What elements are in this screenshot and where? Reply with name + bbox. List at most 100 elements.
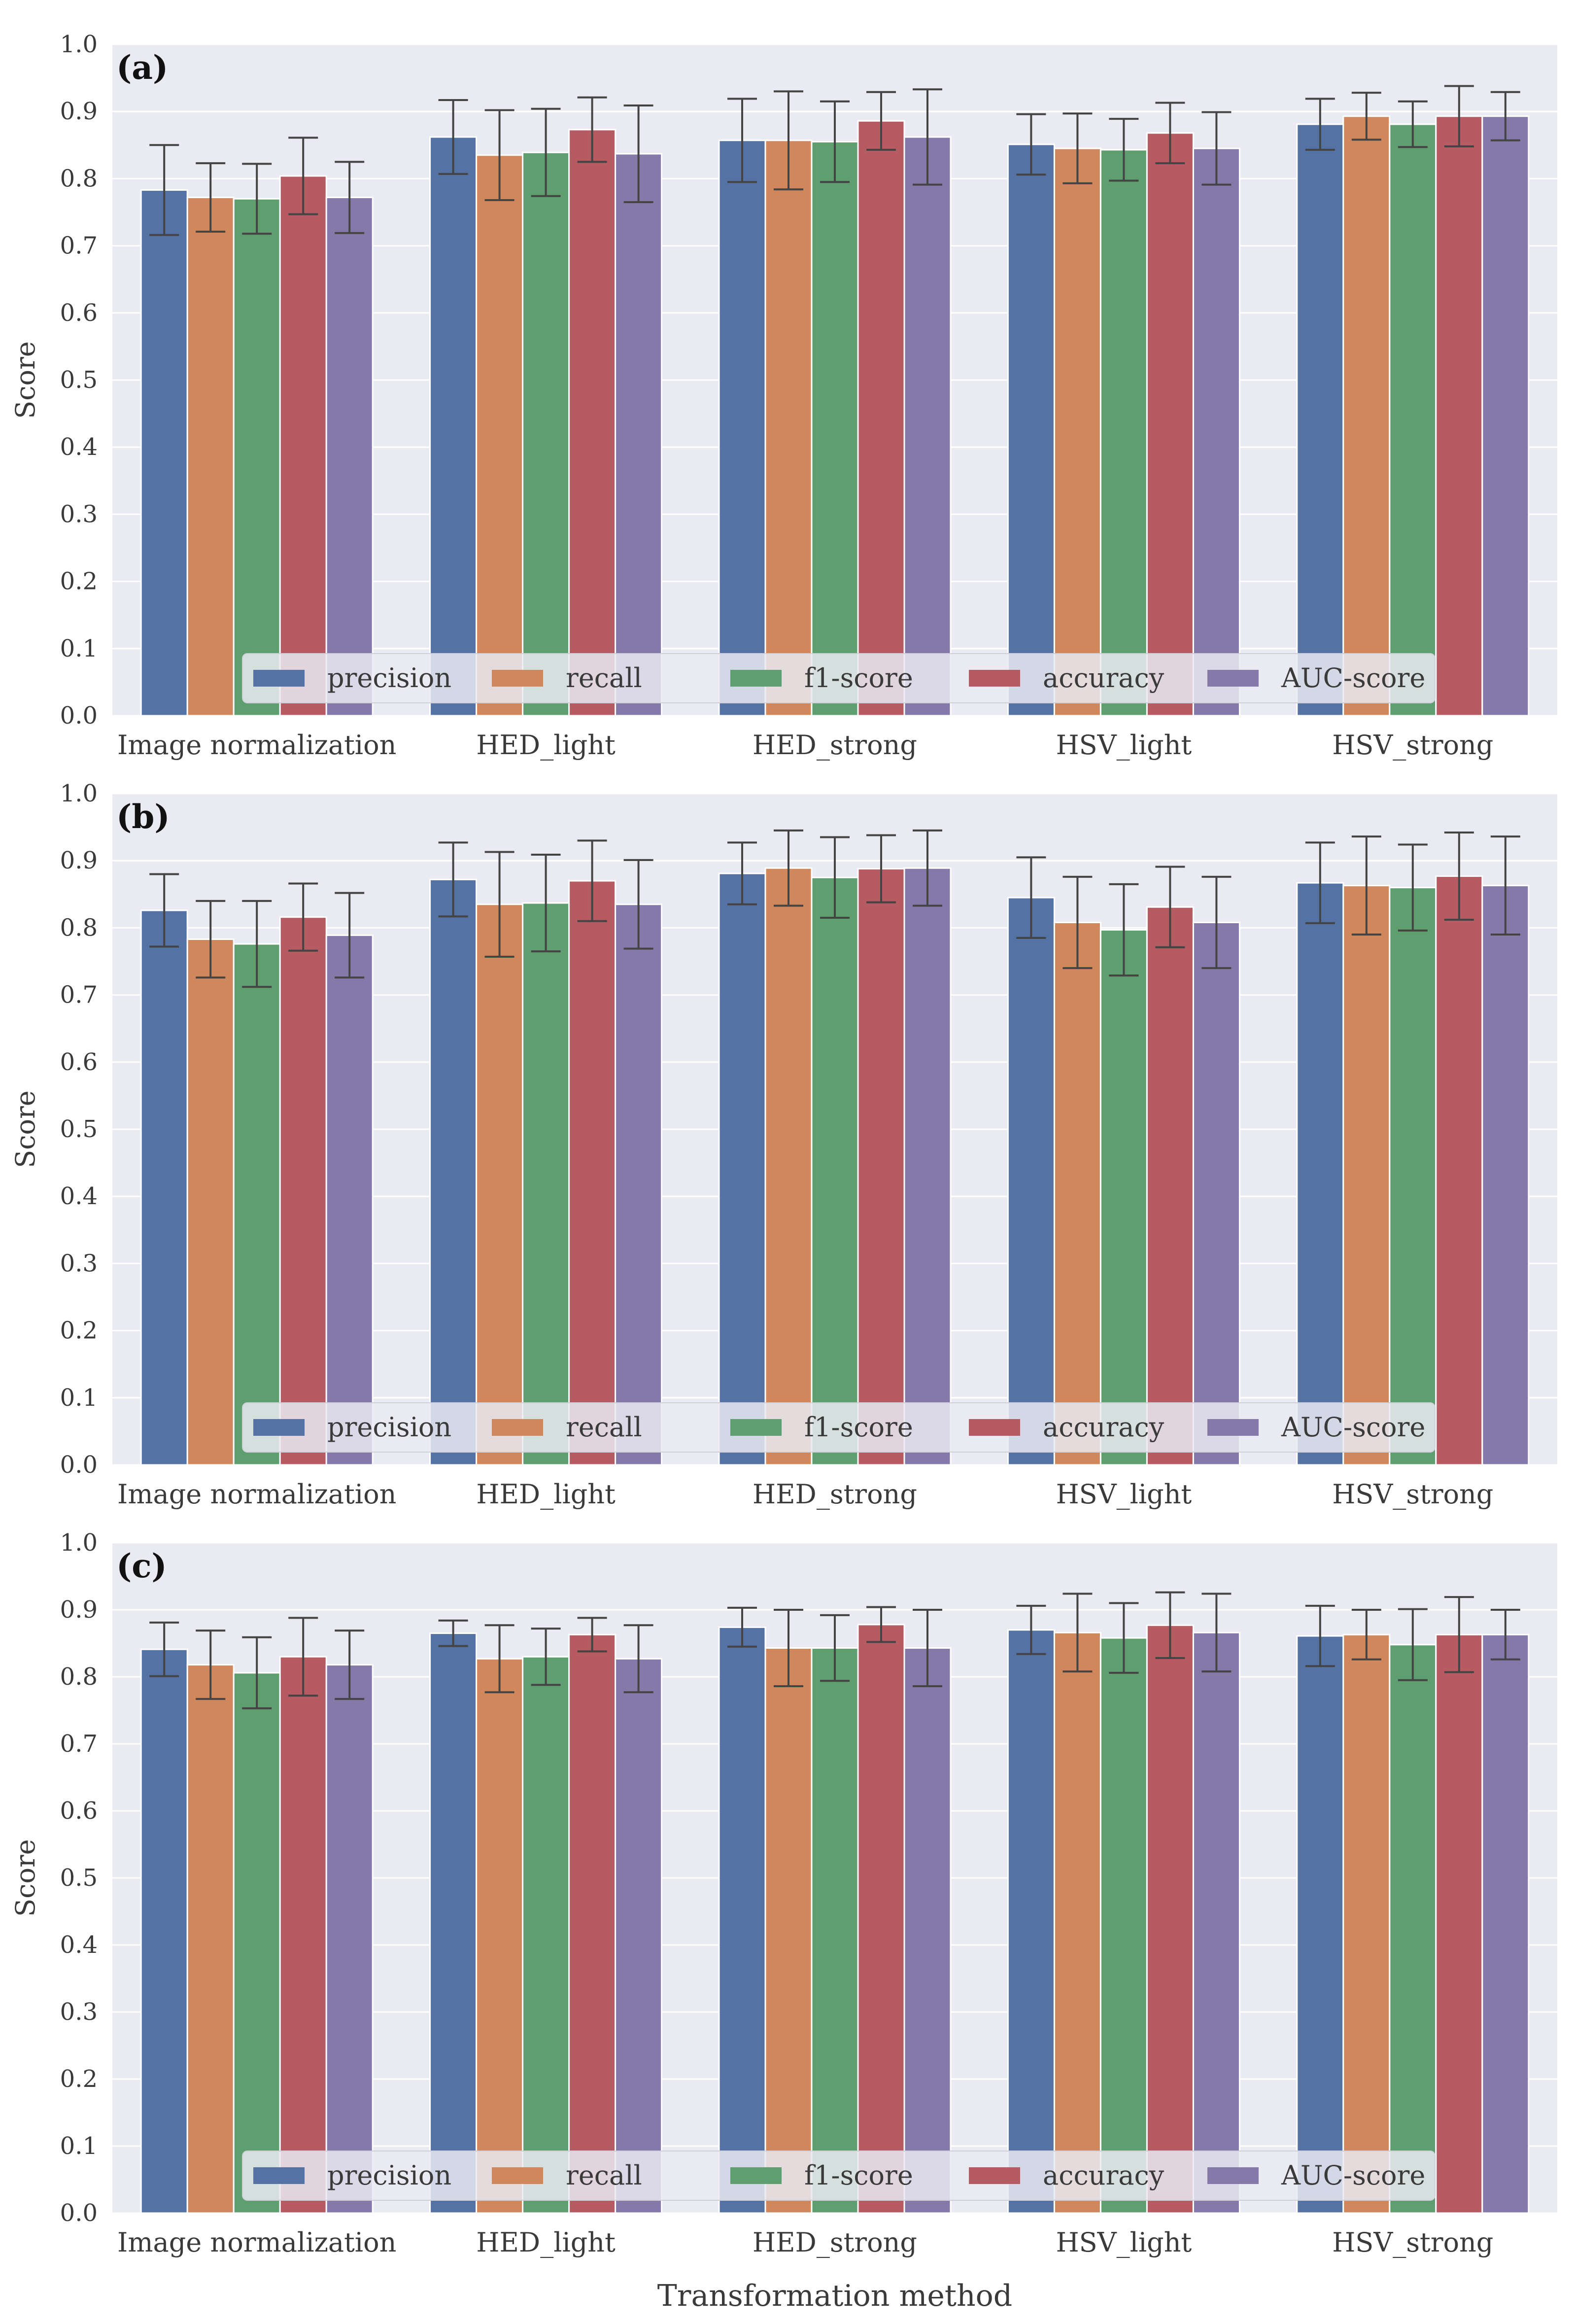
bar-accuracy (1146, 132, 1194, 717)
bar-recall (186, 1664, 235, 2214)
legend-swatch-recall (492, 670, 543, 687)
y-tick-label: 0.5 (60, 1115, 98, 1143)
bar-AUC-score (1192, 922, 1240, 1466)
bar-precision (1296, 123, 1344, 717)
y-tick-label: 1.0 (60, 31, 98, 58)
panel-3: 0.0 0.1 0.2 0.3 0.4 0.5 0.6 0.7 0.8 0.9 1.0 Score (c… (10, 1529, 1557, 2258)
y-tick-label: 0.4 (60, 1931, 98, 1959)
bar-f1-score (1099, 929, 1148, 1466)
y-tick-label: 0.6 (60, 1048, 98, 1076)
bar-f1-score (522, 1656, 570, 2214)
bar-AUC-score (325, 197, 374, 717)
y-tick-label: 0.2 (60, 2065, 98, 2093)
bar-accuracy (279, 175, 327, 717)
legend-swatch-AUC-score (1207, 670, 1259, 687)
legend-swatch-f1-score (730, 2167, 782, 2184)
x-tick-label: HED_strong (753, 729, 917, 761)
legend-label-f1-score: f1-score (804, 1412, 913, 1443)
y-tick-label: 0.3 (60, 1998, 98, 2026)
bar-accuracy (1146, 1624, 1194, 2214)
y-tick-label: 1.0 (60, 1529, 98, 1557)
bar-AUC-score (1481, 1633, 1530, 2214)
bar-recall (476, 903, 524, 1466)
x-axis-title: Transformation method (657, 2279, 1012, 2313)
bar-f1-score (522, 151, 570, 717)
bar-accuracy (857, 868, 905, 1466)
legend-label-f1-score: f1-score (804, 2160, 913, 2191)
bar-accuracy (279, 916, 327, 1466)
y-tick-label: 0.5 (60, 366, 98, 394)
bar-AUC-score (903, 136, 952, 717)
legend-label-precision: precision (327, 1412, 451, 1443)
bar-precision (1007, 143, 1055, 717)
bar-AUC-score (615, 903, 663, 1466)
bar-f1-score (811, 1647, 859, 2214)
y-tick-label: 0.0 (60, 1451, 98, 1479)
y-tick-label: 0.8 (60, 914, 98, 941)
y-tick-label: 0.0 (60, 702, 98, 729)
bar-precision (140, 1648, 188, 2214)
legend-label-accuracy: accuracy (1043, 662, 1165, 694)
legend-box (242, 1402, 1436, 1453)
y-tick-label: 0.7 (60, 1730, 98, 1758)
bar-recall (1342, 885, 1391, 1466)
y-tick-label: 0.6 (60, 299, 98, 327)
panel-label: (c) (116, 1547, 167, 1585)
x-tick-label: HED_light (476, 729, 616, 761)
bar-f1-score (522, 902, 570, 1466)
bar-AUC-score (325, 1664, 374, 2214)
bar-accuracy (279, 1656, 327, 2214)
y-tick-label: 0.0 (60, 2199, 98, 2227)
x-tick-label: HED_strong (753, 2227, 917, 2258)
x-tick-label: HSV_strong (1332, 1479, 1493, 1510)
panel-label: (b) (116, 798, 170, 836)
y-tick-label: 0.3 (60, 500, 98, 528)
bar-accuracy (1435, 1633, 1483, 2214)
x-tick-label: HED_strong (753, 1479, 917, 1510)
legend: precision recall f1-score accuracy AUC-score (242, 2151, 1436, 2201)
bar-recall (1053, 147, 1101, 717)
panel-label: (a) (116, 48, 168, 87)
legend-swatch-AUC-score (1207, 1419, 1259, 1436)
legend-swatch-accuracy (969, 670, 1020, 687)
bar-recall (764, 1647, 813, 2214)
bar-precision (1007, 897, 1055, 1466)
bar-accuracy (1146, 906, 1194, 1466)
bar-accuracy (568, 1633, 617, 2214)
bar-precision (429, 878, 478, 1466)
legend-label-accuracy: accuracy (1043, 2160, 1165, 2191)
bar-accuracy (857, 1624, 905, 2214)
bar-precision (140, 189, 188, 717)
bar-AUC-score (1481, 885, 1530, 1466)
legend-swatch-precision (253, 2167, 305, 2184)
bar-precision (1296, 1635, 1344, 2214)
y-tick-label: 0.1 (60, 635, 98, 662)
legend-label-recall: recall (566, 1412, 642, 1443)
bar-f1-score (233, 1672, 281, 2214)
bar-precision (1296, 882, 1344, 1466)
legend-label-accuracy: accuracy (1043, 1412, 1165, 1443)
legend-label-AUC-score: AUC-score (1281, 662, 1425, 694)
y-axis-title: Score (10, 1839, 41, 1917)
y-tick-label: 0.9 (60, 98, 98, 125)
legend-label-precision: precision (327, 2160, 451, 2191)
bar-AUC-score (1481, 115, 1530, 717)
bar-recall (186, 938, 235, 1466)
bar-f1-score (1099, 149, 1148, 717)
y-tick-label: 0.4 (60, 1182, 98, 1210)
x-tick-label: HED_light (476, 1479, 616, 1510)
y-tick-label: 1.0 (60, 780, 98, 807)
panel-2: 0.0 0.1 0.2 0.3 0.4 0.5 0.6 0.7 0.8 0.9 1.0 Score (b… (10, 780, 1557, 1510)
bar-recall (476, 154, 524, 717)
x-tick-label: Image normalization (117, 1479, 396, 1510)
legend-swatch-accuracy (969, 2167, 1020, 2184)
bar-AUC-score (1192, 147, 1240, 717)
legend-label-precision: precision (327, 662, 451, 694)
x-tick-label: HSV_strong (1332, 2227, 1493, 2258)
y-tick-label: 0.5 (60, 1864, 98, 1892)
x-tick-label: HSV_strong (1332, 729, 1493, 761)
legend: precision recall f1-score accuracy AUC-score (242, 653, 1436, 703)
bar-accuracy (568, 129, 617, 717)
bar-f1-score (233, 198, 281, 717)
legend-label-f1-score: f1-score (804, 662, 913, 694)
